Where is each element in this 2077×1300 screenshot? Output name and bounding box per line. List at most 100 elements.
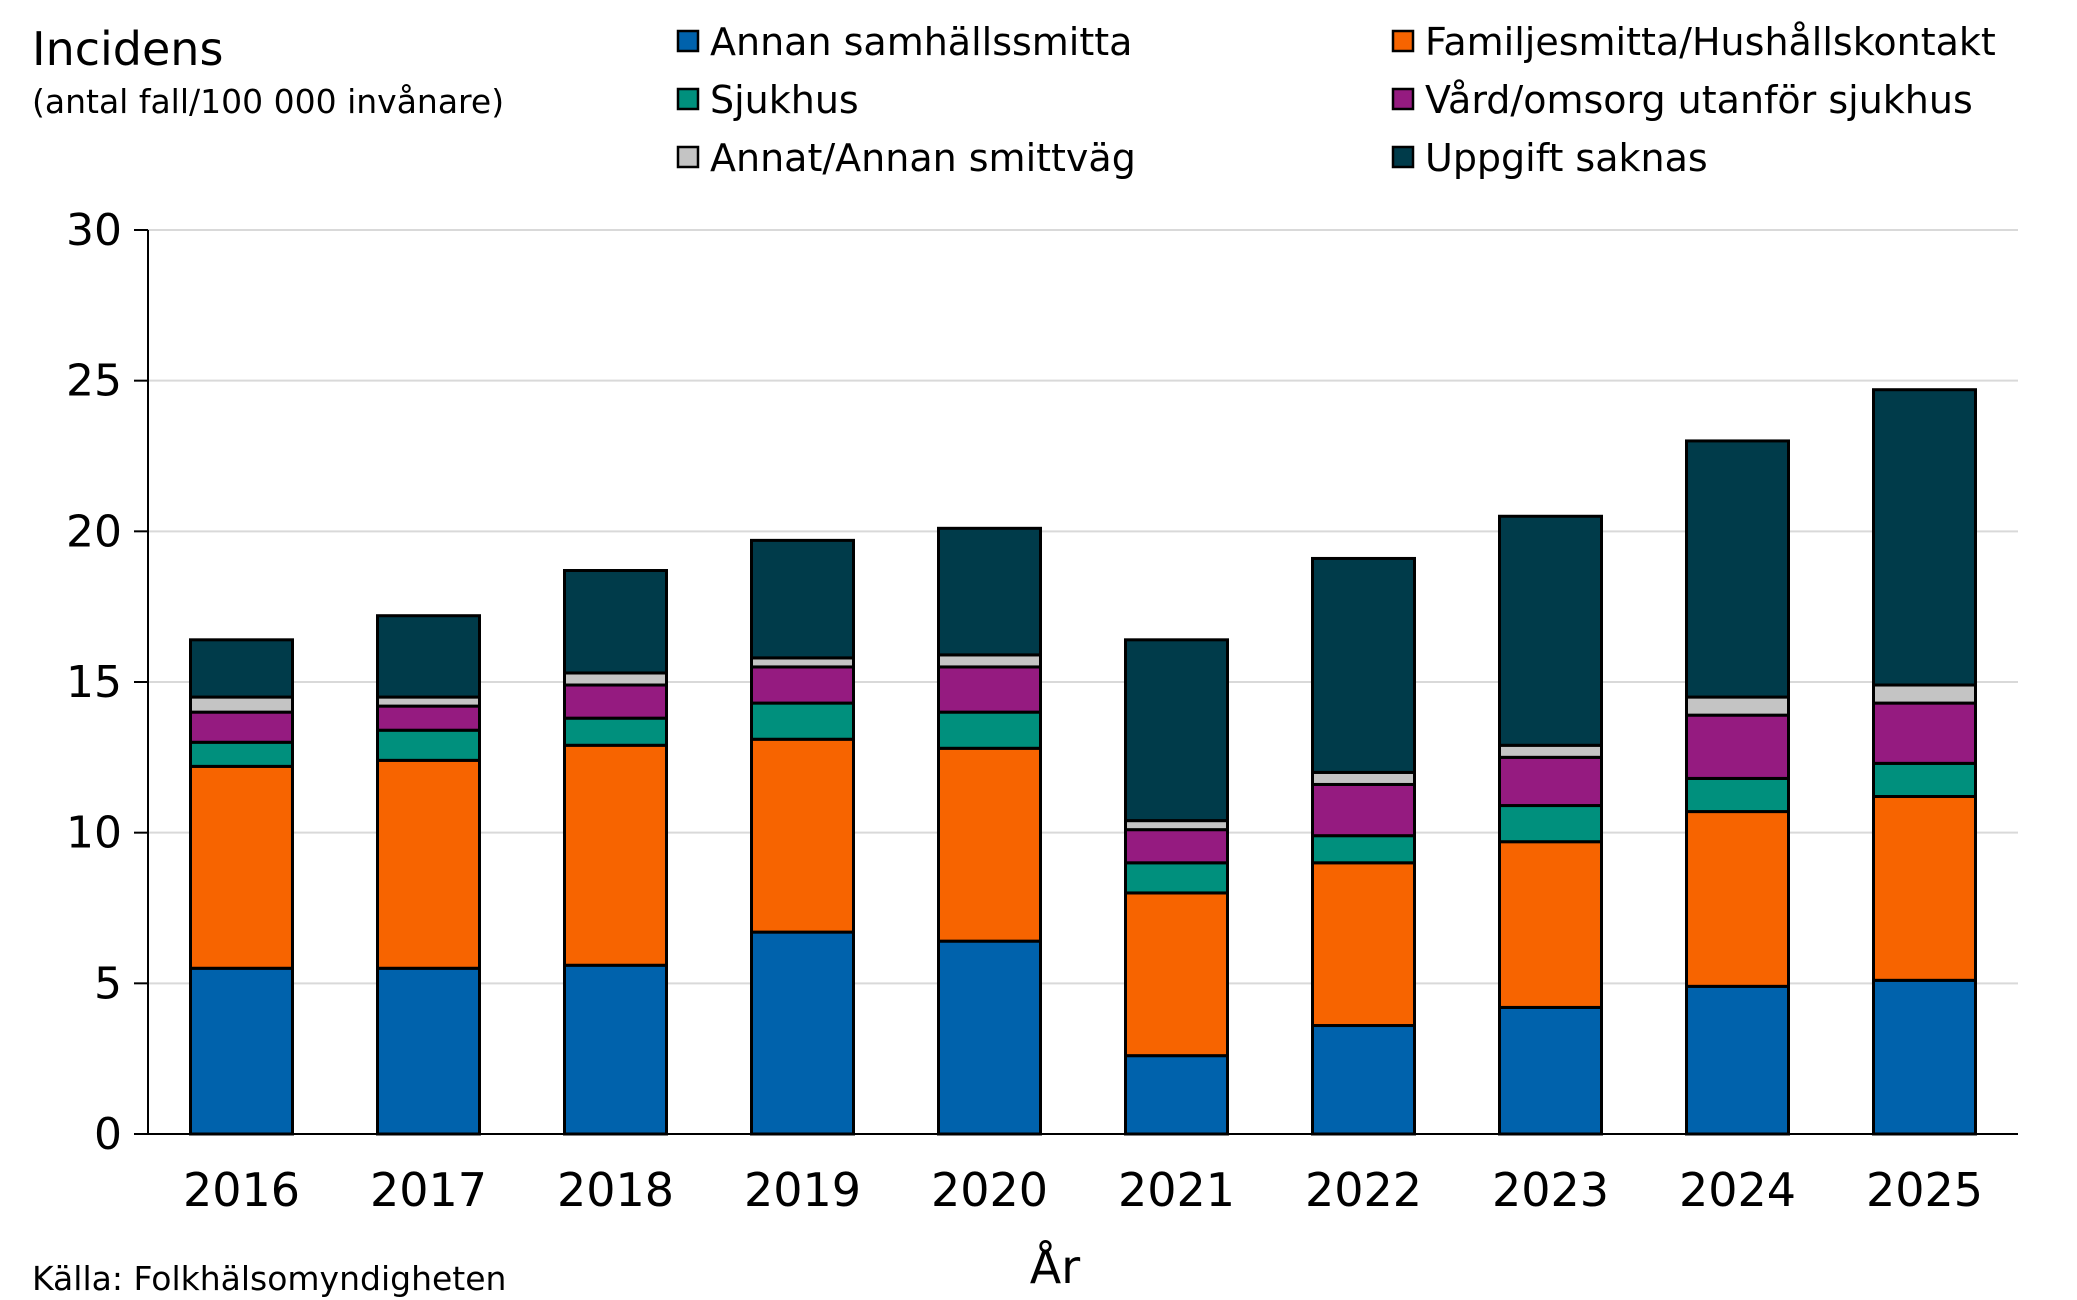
bar-uppgift-saknas-2018 xyxy=(563,569,668,675)
x-tick-label-2019: 2019 xyxy=(744,1163,861,1217)
bar-sjukhus-2020 xyxy=(937,710,1042,750)
bar-annat-annan-smittvag-2024 xyxy=(1685,695,1790,717)
y-tick-label: 15 xyxy=(66,657,122,708)
bar-sjukhus-2023 xyxy=(1498,804,1603,844)
legend-item-vard-omsorg-utanfor-sjukhus: Vård/omsorg utanför sjukhus xyxy=(1391,78,1973,122)
y-tick-labels: 0 5 10 15 20 25 30 xyxy=(66,205,122,1160)
bar-stack-2023 xyxy=(1498,514,1603,1136)
source-note: Källa: Folkhälsomyndigheten xyxy=(32,1259,506,1298)
bar-uppgift-saknas-2017 xyxy=(376,614,481,699)
legend-label: Vård/omsorg utanför sjukhus xyxy=(1425,78,1973,122)
bar-annan-samhallssmitta-2023 xyxy=(1498,1005,1603,1136)
legend-label: Uppgift saknas xyxy=(1425,136,1708,180)
bar-sjukhus-2022 xyxy=(1311,834,1416,865)
legend-swatch xyxy=(676,145,700,169)
legend: Annan samhällssmitta Familjesmitta/Hushål… xyxy=(676,20,1996,180)
x-tick-label-2024: 2024 xyxy=(1679,1163,1796,1217)
y-axis-subtitle: (antal fall/100 000 invånare) xyxy=(32,82,504,121)
bar-stack-2021 xyxy=(1124,638,1229,1136)
bar-annan-samhallssmitta-2018 xyxy=(563,963,668,1136)
bar-uppgift-saknas-2024 xyxy=(1685,439,1790,699)
bar-sjukhus-2025 xyxy=(1872,761,1977,799)
legend-item-uppgift-saknas: Uppgift saknas xyxy=(1391,136,1708,180)
bar-familjesmitta-hushallskontakt-2017 xyxy=(376,758,481,970)
bar-uppgift-saknas-2023 xyxy=(1498,514,1603,747)
bar-stack-2018 xyxy=(563,569,668,1136)
bar-familjesmitta-hushallskontakt-2025 xyxy=(1872,795,1977,982)
bar-annat-annan-smittvag-2016 xyxy=(189,695,294,714)
x-tick-label-2020: 2020 xyxy=(931,1163,1048,1217)
legend-swatch xyxy=(676,29,700,53)
bar-annat-annan-smittvag-2023 xyxy=(1498,743,1603,759)
legend-swatch xyxy=(1391,145,1415,169)
bar-stack-2017 xyxy=(376,614,481,1136)
bar-vard-omsorg-utanfor-sjukhus-2016 xyxy=(189,710,294,744)
legend-item-sjukhus: Sjukhus xyxy=(676,78,859,122)
bar-sjukhus-2018 xyxy=(563,716,668,747)
bars xyxy=(189,388,1977,1136)
bar-annan-samhallssmitta-2016 xyxy=(189,966,294,1136)
bar-uppgift-saknas-2020 xyxy=(937,526,1042,657)
legend-label: Familjesmitta/Hushållskontakt xyxy=(1425,20,1996,64)
x-tick-label-2016: 2016 xyxy=(183,1163,300,1217)
bar-familjesmitta-hushallskontakt-2020 xyxy=(937,746,1042,943)
bar-uppgift-saknas-2019 xyxy=(750,538,855,660)
bar-vard-omsorg-utanfor-sjukhus-2018 xyxy=(563,683,668,720)
bar-uppgift-saknas-2025 xyxy=(1872,388,1977,687)
bar-vard-omsorg-utanfor-sjukhus-2021 xyxy=(1124,828,1229,865)
bar-annan-samhallssmitta-2022 xyxy=(1311,1024,1416,1136)
y-tick-label: 25 xyxy=(66,356,122,407)
bar-stack-2020 xyxy=(937,526,1042,1136)
bar-annat-annan-smittvag-2020 xyxy=(937,653,1042,669)
x-tick-label-2022: 2022 xyxy=(1305,1163,1422,1217)
bar-stack-2019 xyxy=(750,538,855,1136)
bar-familjesmitta-hushallskontakt-2021 xyxy=(1124,891,1229,1058)
bar-uppgift-saknas-2016 xyxy=(189,638,294,699)
bar-familjesmitta-hushallskontakt-2018 xyxy=(563,743,668,967)
bar-familjesmitta-hushallskontakt-2019 xyxy=(750,737,855,934)
legend-swatch xyxy=(1391,29,1415,53)
legend-item-annat-annan-smittvag: Annat/Annan smittväg xyxy=(676,136,1136,180)
bar-sjukhus-2021 xyxy=(1124,861,1229,895)
bar-vard-omsorg-utanfor-sjukhus-2022 xyxy=(1311,782,1416,838)
bar-stack-2025 xyxy=(1872,388,1977,1136)
x-tick-label-2021: 2021 xyxy=(1118,1163,1235,1217)
y-tick-label: 0 xyxy=(94,1109,122,1160)
legend-swatch xyxy=(1391,87,1415,111)
bar-stack-2016 xyxy=(189,638,294,1136)
bar-familjesmitta-hushallskontakt-2023 xyxy=(1498,840,1603,1009)
bar-annan-samhallssmitta-2021 xyxy=(1124,1054,1229,1136)
bar-annan-samhallssmitta-2019 xyxy=(750,930,855,1136)
x-tick-label-2018: 2018 xyxy=(557,1163,674,1217)
x-tick-labels: 2016 2017 2018 2019 2020 2021 2022 2023 2024 2025 xyxy=(183,1163,1983,1217)
y-tick-label: 10 xyxy=(66,808,122,859)
legend-label: Sjukhus xyxy=(710,78,859,122)
axes xyxy=(134,229,2018,1135)
bar-annat-annan-smittvag-2018 xyxy=(563,671,668,687)
bar-sjukhus-2019 xyxy=(750,701,855,741)
bar-vard-omsorg-utanfor-sjukhus-2020 xyxy=(937,665,1042,714)
legend-label: Annat/Annan smittväg xyxy=(710,136,1136,180)
bar-stack-2022 xyxy=(1311,556,1416,1136)
bar-annan-samhallssmitta-2024 xyxy=(1685,984,1790,1136)
legend-item-familjesmitta-hushallskontakt: Familjesmitta/Hushållskontakt xyxy=(1391,20,1996,64)
bar-familjesmitta-hushallskontakt-2016 xyxy=(189,764,294,970)
bar-familjesmitta-hushallskontakt-2022 xyxy=(1311,861,1416,1028)
y-tick-label: 5 xyxy=(94,958,122,1009)
bar-annan-samhallssmitta-2020 xyxy=(937,939,1042,1136)
y-tick-label: 20 xyxy=(66,506,122,557)
bar-stack-2024 xyxy=(1685,439,1790,1136)
bar-sjukhus-2016 xyxy=(189,740,294,768)
bar-sjukhus-2017 xyxy=(376,728,481,762)
bar-vard-omsorg-utanfor-sjukhus-2017 xyxy=(376,704,481,732)
x-tick-label-2023: 2023 xyxy=(1492,1163,1609,1217)
bar-uppgift-saknas-2021 xyxy=(1124,638,1229,823)
bar-sjukhus-2024 xyxy=(1685,776,1790,814)
legend-swatch xyxy=(676,87,700,111)
bar-vard-omsorg-utanfor-sjukhus-2023 xyxy=(1498,755,1603,808)
bar-vard-omsorg-utanfor-sjukhus-2024 xyxy=(1685,713,1790,780)
bar-vard-omsorg-utanfor-sjukhus-2025 xyxy=(1872,701,1977,765)
x-axis-title: År xyxy=(1030,1240,1080,1294)
x-tick-label-2025: 2025 xyxy=(1866,1163,1983,1217)
